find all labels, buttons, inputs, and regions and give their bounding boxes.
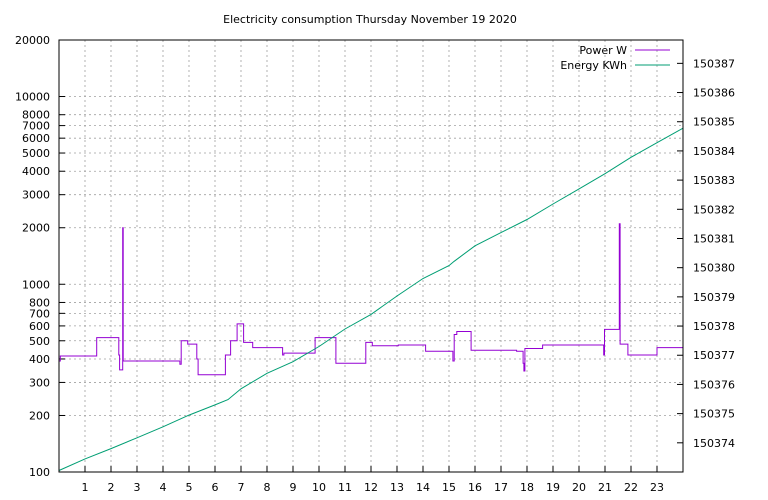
x-tick-label: 3 [134,481,141,494]
x-tick-label: 9 [290,481,297,494]
x-tick-label: 21 [598,481,612,494]
y-tick-label: 600 [29,320,50,333]
y2-tick-label: 150381 [693,232,735,245]
plot-frame [58,39,684,473]
y-tick-label: 5000 [22,147,50,160]
y-tick-label: 300 [29,376,50,389]
legend: Power W Energy KWh [560,44,670,72]
x-tick-label: 12 [364,481,378,494]
y-tick-label: 200 [29,409,50,422]
y-tick-label: 400 [29,353,50,366]
x-tick-label: 23 [650,481,664,494]
y-tick-label: 8000 [22,109,50,122]
grid-lines [59,40,683,472]
y2-tick-label: 150374 [693,437,735,450]
x-tick-label: 17 [494,481,508,494]
y2-tick-label: 150379 [693,291,735,304]
y-tick-label: 1000 [22,278,50,291]
x-tick-label: 1 [82,481,89,494]
x-tick-label: 20 [572,481,586,494]
series-line [59,223,683,376]
y-tick-label: 10000 [15,91,50,104]
y2-tick-label: 150382 [693,203,735,216]
x-tick-label: 10 [312,481,326,494]
x-tick-label: 11 [338,481,352,494]
x-tick-label: 13 [390,481,404,494]
y2-tick-label: 150387 [693,57,735,70]
y-tick-label: 20000 [15,34,50,47]
y-tick-label: 2000 [22,222,50,235]
y-tick-label: 500 [29,335,50,348]
y2-tick-label: 150377 [693,349,735,362]
y-tick-label: 6000 [22,132,50,145]
y2-tick-label: 150376 [693,378,735,391]
y-tick-label: 7000 [22,120,50,133]
x-tick-label: 2 [108,481,115,494]
y2-tick-label: 150385 [693,116,735,129]
x-tick-label: 5 [186,481,193,494]
x-tick-label: 7 [238,481,245,494]
series-line [58,127,684,471]
y-tick-label: 700 [29,307,50,320]
y-tick-label: 800 [29,296,50,309]
y2-tick-label: 150383 [693,174,735,187]
x-tick-label: 8 [264,481,271,494]
chart-title: Electricity consumption Thursday Novembe… [223,13,517,26]
y2-tick-label: 150375 [693,408,735,421]
x-tick-label: 19 [546,481,560,494]
x-tick-label: 22 [624,481,638,494]
legend-label: Power W [579,44,627,57]
x-tick-label: 16 [468,481,482,494]
y-tick-label: 100 [29,466,50,479]
axis-ticks: 1 2 3 4 5 6 7 8 9 10 11 12 13 14 15 16 17 18 19 20 21 22 23100… [15,34,735,494]
x-tick-label: 15 [442,481,456,494]
y2-tick-label: 150378 [693,320,735,333]
y2-tick-label: 150384 [693,145,735,158]
x-tick-label: 18 [520,481,534,494]
y2-tick-label: 150386 [693,87,735,100]
x-tick-label: 6 [212,481,219,494]
x-tick-label: 14 [416,481,430,494]
x-tick-label: 4 [160,481,167,494]
y2-tick-label: 150380 [693,262,735,275]
y-tick-label: 4000 [22,165,50,178]
series-lines [58,127,684,471]
y-tick-label: 3000 [22,189,50,202]
legend-label: Energy KWh [560,59,627,72]
